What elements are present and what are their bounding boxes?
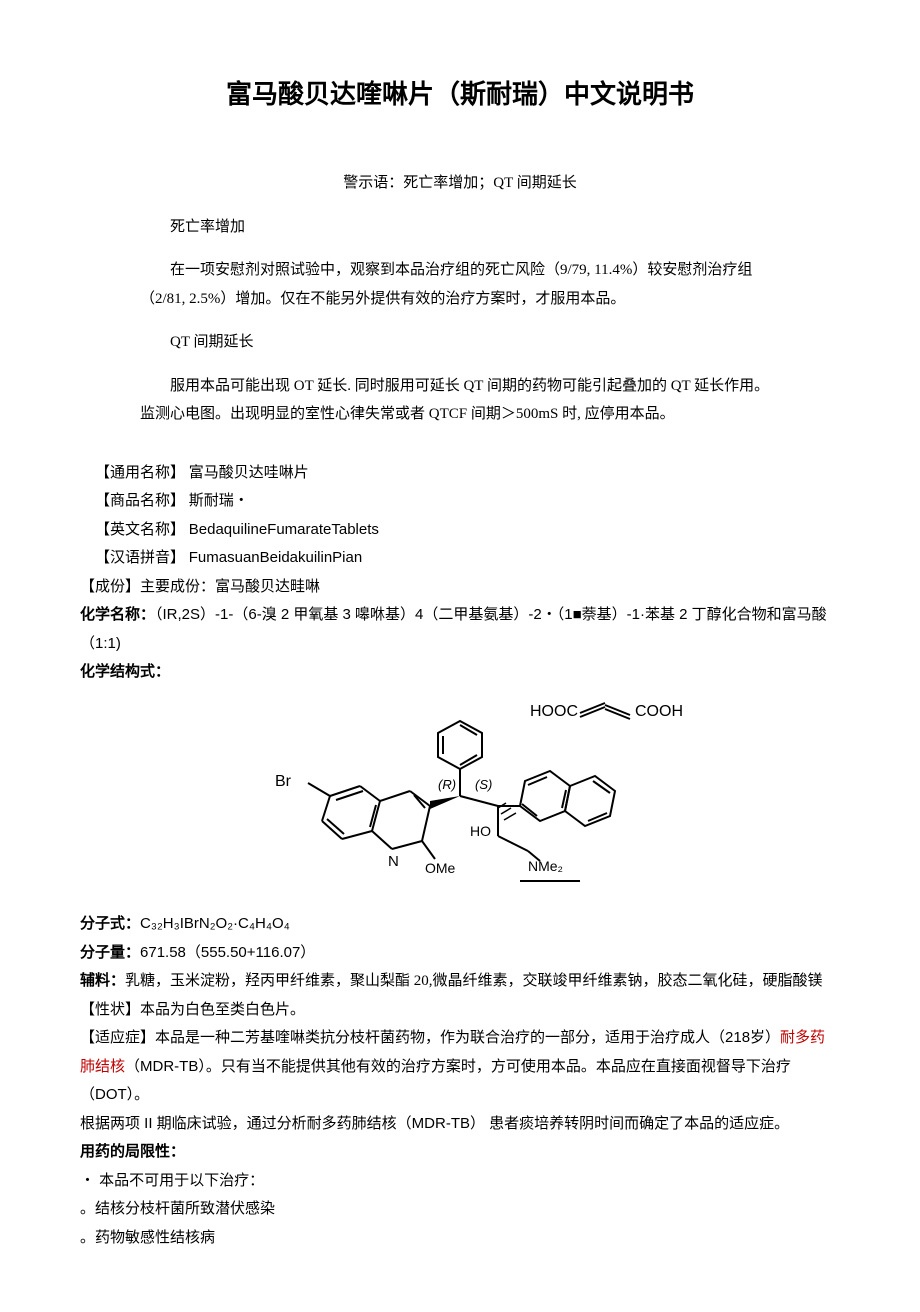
limits-bullet-1: ・ 本品不可用于以下治疗： bbox=[80, 1167, 840, 1196]
chemname-value: （IR,2S）-1-（6-溴 2 甲氧基 3 嗥咻基）4（二甲基氨基）-2・（1… bbox=[80, 606, 827, 652]
formula-value: C₃₂H₃IBrN₂O₂·C₄H₄O₄ bbox=[140, 915, 290, 932]
svg-text:OMe: OMe bbox=[425, 860, 456, 876]
composition-value: 富马酸贝达畦啉 bbox=[215, 579, 320, 595]
warning-box: 警示语：死亡率增加；QT 间期延长 死亡率增加 在一项安慰剂对照试验中，观察到本… bbox=[140, 169, 780, 429]
excipients-line: 辅料：乳糖，玉米淀粉，羟丙甲纤维素，聚山梨酯 20,微晶纤维素，交联竣甲纤维素钠… bbox=[80, 967, 840, 996]
generic-value: 富马酸贝达哇啉片 bbox=[189, 465, 309, 481]
english-label: 【英文名称】 bbox=[95, 522, 185, 538]
pinyin-label: 【汉语拼音】 bbox=[95, 550, 185, 566]
svg-text:(R): (R) bbox=[438, 777, 456, 792]
molecular-formula-line: 分子式：C₃₂H₃IBrN₂O₂·C₄H₄O₄ bbox=[80, 910, 840, 939]
formula-label: 分子式： bbox=[80, 915, 140, 932]
chemical-structure: HOOC COOH (R) (S) HO bbox=[260, 691, 840, 907]
warning-sub-1: 死亡率增加 bbox=[140, 213, 780, 242]
svg-text:HOOC: HOOC bbox=[530, 703, 578, 720]
mw-value: 671.58（555.50+116.07） bbox=[140, 944, 315, 961]
limits-bullet-2: 。结核分枝杆菌所致潜伏感染 bbox=[80, 1195, 840, 1224]
english-value: BedaquilineFumarateTablets bbox=[189, 521, 379, 538]
warning-body-2: 服用本品可能出现 OT 延长. 同时服用可延长 QT 间期的药物可能引起叠加的 … bbox=[140, 372, 780, 429]
chemical-name-line: 化学名称：（IR,2S）-1-（6-溴 2 甲氧基 3 嗥咻基）4（二甲基氨基）… bbox=[80, 601, 840, 658]
trade-value: 斯耐瑞・ bbox=[189, 493, 249, 509]
generic-label: 【通用名称】 bbox=[95, 465, 185, 481]
english-name-line: 【英文名称】 BedaquilineFumarateTablets bbox=[80, 516, 840, 545]
document-title: 富马酸贝达喹啉片（斯耐瑞）中文说明书 bbox=[80, 70, 840, 119]
trade-name-line: 【商品名称】 斯耐瑞・ bbox=[80, 487, 840, 516]
svg-text:Br: Br bbox=[275, 773, 292, 790]
pinyin-value: FumasuanBeidakuilinPian bbox=[189, 549, 362, 566]
trade-label: 【商品名称】 bbox=[95, 493, 185, 509]
generic-name-line: 【通用名称】 富马酸贝达哇啉片 bbox=[80, 459, 840, 488]
indication-line-2: 根据两项 II 期临床试验，通过分析耐多药肺结核（MDR-TB） 患者痰培养转阴… bbox=[80, 1110, 840, 1139]
svg-text:HO: HO bbox=[470, 823, 491, 839]
limits-bullet-3: 。药物敏感性结核病 bbox=[80, 1224, 840, 1253]
warning-body-1: 在一项安慰剂对照试验中，观察到本品治疗组的死亡风险（9/79, 11.4%）较安… bbox=[140, 256, 780, 313]
excipients-label: 辅料： bbox=[80, 972, 125, 989]
chemname-label: 化学名称： bbox=[80, 606, 155, 623]
composition-label: 【成份】主要成份： bbox=[80, 579, 215, 595]
svg-text:N: N bbox=[388, 853, 399, 870]
indication-line: 【适应症】本品是一种二芳基喹啉类抗分枝杆菌药物，作为联合治疗的一部分，适用于治疗… bbox=[80, 1024, 840, 1110]
limits-title: 用药的局限性： bbox=[80, 1138, 840, 1167]
composition-line: 【成份】主要成份：富马酸贝达畦啉 bbox=[80, 573, 840, 602]
pinyin-line: 【汉语拼音】 FumasuanBeidakuilinPian bbox=[80, 544, 840, 573]
indication-part1: 本品是一种二芳基喹啉类抗分枝杆菌药物，作为联合治疗的一部分，适用于治疗成人（21… bbox=[155, 1029, 780, 1046]
character-label: 【性状】 bbox=[80, 1002, 140, 1018]
molecular-weight-line: 分子量：671.58（555.50+116.07） bbox=[80, 939, 840, 968]
indication-label: 【适应症】 bbox=[80, 1030, 155, 1046]
warning-sub-2: QT 间期延长 bbox=[140, 328, 780, 357]
character-value: 本品为白色至类白色片。 bbox=[140, 1002, 305, 1018]
character-line: 【性状】本品为白色至类白色片。 bbox=[80, 996, 840, 1025]
svg-text:NMe₂: NMe₂ bbox=[528, 858, 563, 874]
indication-part2: （MDR-TB）。只有当不能提供其他有效的治疗方案时，方可使用本品。本品应在直接… bbox=[80, 1058, 791, 1104]
warning-heading: 警示语：死亡率增加；QT 间期延长 bbox=[140, 169, 780, 198]
mw-label: 分子量： bbox=[80, 944, 140, 961]
svg-text:COOH: COOH bbox=[635, 703, 683, 720]
structure-label: 化学结构式： bbox=[80, 658, 840, 687]
excipients-value: 乳糖，玉米淀粉，羟丙甲纤维素，聚山梨酯 20,微晶纤维素，交联竣甲纤维素钠，胶态… bbox=[125, 973, 823, 989]
svg-text:(S): (S) bbox=[475, 777, 492, 792]
